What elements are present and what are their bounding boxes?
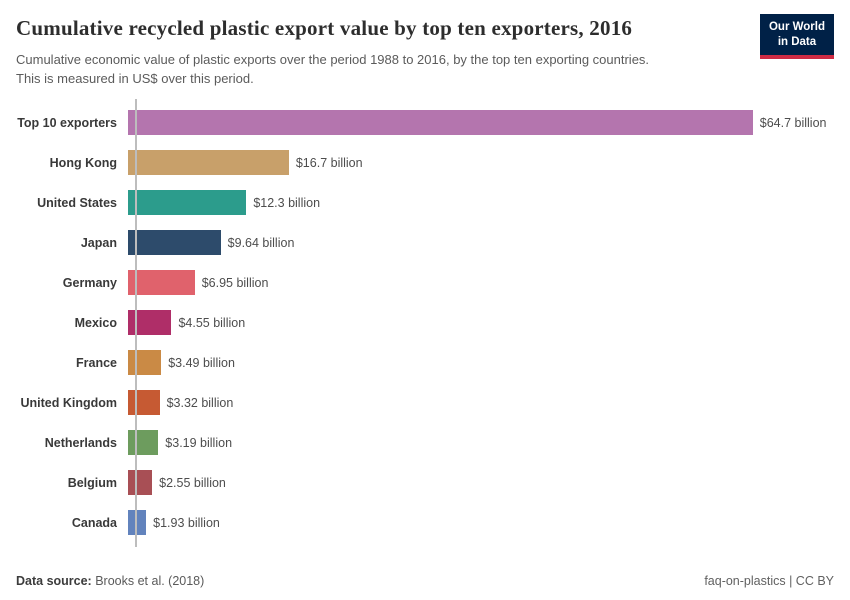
value-label: $64.7 billion [759, 115, 827, 130]
data-source: Data source: Brooks et al. (2018) [16, 574, 204, 588]
bar[interactable] [127, 350, 162, 376]
header: Cumulative recycled plastic export value… [16, 12, 834, 89]
bar-row: Belgium $2.55 billion [16, 463, 834, 503]
value-label: $3.49 billion [168, 355, 235, 370]
bar-row: Canada $1.93 billion [16, 503, 834, 543]
bar[interactable] [127, 110, 753, 136]
value-label: $9.64 billion [227, 235, 295, 250]
value-label: $12.3 billion [253, 195, 321, 210]
subtitle-line-1: Cumulative economic value of plastic exp… [16, 52, 650, 67]
bar-row: United States $12.3 billion [16, 183, 834, 223]
category-label: United States [37, 195, 117, 210]
bar-chart: Top 10 exporters $64.7 billion Hong Kong $1… [16, 98, 834, 566]
bar[interactable] [127, 150, 289, 176]
bar-track: $3.32 billion [126, 383, 834, 423]
bar[interactable] [127, 310, 172, 336]
owid-logo[interactable]: Our World in Data [759, 14, 834, 59]
bar-track: $4.55 billion [126, 303, 834, 343]
category-label: Japan [80, 235, 117, 250]
category-label: Belgium [67, 475, 117, 490]
footer: Data source: Brooks et al. (2018) faq-on… [16, 566, 834, 588]
value-label: $4.55 billion [178, 315, 246, 330]
category-label: France [76, 355, 117, 370]
value-label: $6.95 billion [201, 275, 269, 290]
bar-row: Top 10 exporters $64.7 billion [16, 103, 834, 143]
chart-subtitle: Cumulative economic value of plastic exp… [16, 51, 649, 89]
chart-title: Cumulative recycled plastic export value… [16, 16, 633, 40]
owid-logo-line-2: in Data [777, 35, 817, 48]
bar-track: $16.7 billion [126, 143, 834, 183]
value-label: $2.55 billion [159, 475, 226, 490]
bar-row: United Kingdom $3.32 billion [16, 383, 834, 423]
category-label: Top 10 exporters [17, 115, 117, 130]
bar-row: Mexico $4.55 billion [16, 303, 834, 343]
category-label: Mexico [74, 315, 117, 330]
data-source-value[interactable]: Brooks et al. (2018) [95, 574, 205, 588]
bar-row: Netherlands $3.19 billion [16, 423, 834, 463]
bar-track: $64.7 billion [126, 103, 834, 143]
bar-track: $12.3 billion [126, 183, 834, 223]
license-credit[interactable]: faq-on-plastics | CC BY [704, 574, 834, 588]
bar-track: $2.55 billion [126, 463, 834, 503]
bar-row: France $3.49 billion [16, 343, 834, 383]
data-source-label: Data source: [16, 574, 92, 588]
y-axis-line [135, 98, 137, 547]
bar[interactable] [127, 470, 153, 496]
category-label: Netherlands [44, 435, 117, 450]
bar-track: $1.93 billion [126, 503, 834, 543]
bar-row: Germany $6.95 billion [16, 263, 834, 303]
bar[interactable] [127, 230, 221, 256]
category-label: Hong Kong [49, 155, 117, 170]
bar-track: $3.49 billion [126, 343, 834, 383]
value-label: $3.19 billion [165, 435, 233, 450]
category-label: Germany [62, 275, 117, 290]
bar[interactable] [127, 270, 195, 296]
bar[interactable] [127, 190, 247, 216]
bar[interactable] [127, 510, 147, 536]
value-label: $16.7 billion [295, 155, 363, 170]
value-label: $3.32 billion [166, 395, 234, 410]
bar-track: $3.19 billion [126, 423, 834, 463]
subtitle-line-2: This is measured in US$ over this period… [16, 70, 254, 86]
bar-rows: Top 10 exporters $64.7 billion Hong Kong $1… [16, 98, 834, 547]
bar[interactable] [127, 430, 159, 456]
category-label: Canada [71, 515, 117, 530]
bar-row: Japan $9.64 billion [16, 223, 834, 263]
bar-row: Hong Kong $16.7 billion [16, 143, 834, 183]
bar[interactable] [127, 390, 160, 416]
category-label: United Kingdom [20, 395, 117, 410]
bar-track: $6.95 billion [126, 263, 834, 303]
owid-logo-line-1: Our World [768, 21, 825, 33]
header-text: Cumulative recycled plastic export value… [16, 12, 649, 89]
bar-track: $9.64 billion [126, 223, 834, 263]
value-label: $1.93 billion [153, 515, 220, 530]
